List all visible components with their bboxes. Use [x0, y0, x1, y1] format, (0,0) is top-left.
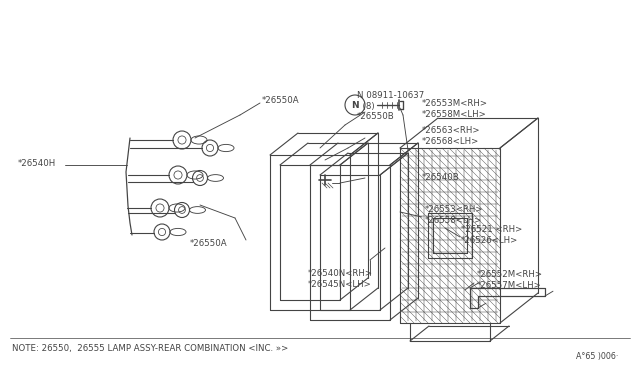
- Text: *26553<RH>
*26558<LH>: *26553<RH> *26558<LH>: [425, 205, 483, 225]
- Text: A°65 )006·: A°65 )006·: [575, 352, 618, 360]
- Text: *26540N<RH>
*26545N<LH>: *26540N<RH> *26545N<LH>: [308, 269, 373, 289]
- Text: NOTE: 26550,  26555 LAMP ASSY-REAR COMBINATION <INC. »>: NOTE: 26550, 26555 LAMP ASSY-REAR COMBIN…: [12, 344, 288, 353]
- Text: *26550A: *26550A: [190, 238, 228, 247]
- Text: *26540H: *26540H: [18, 158, 56, 167]
- Text: *26563<RH>
*26568<LH>: *26563<RH> *26568<LH>: [422, 126, 481, 146]
- Text: N: N: [351, 100, 359, 109]
- Text: *26553M<RH>
*26558M<LH>: *26553M<RH> *26558M<LH>: [422, 99, 488, 119]
- Text: *26552M<RH>
*26557M<LH>: *26552M<RH> *26557M<LH>: [477, 270, 543, 290]
- Text: *26550A: *26550A: [262, 96, 300, 105]
- Text: N 08911-10637
  (8)
*26550B: N 08911-10637 (8) *26550B: [357, 91, 424, 121]
- Text: *26540B: *26540B: [422, 173, 460, 182]
- Text: *26521 <RH>
*26526<LH>: *26521 <RH> *26526<LH>: [461, 225, 522, 245]
